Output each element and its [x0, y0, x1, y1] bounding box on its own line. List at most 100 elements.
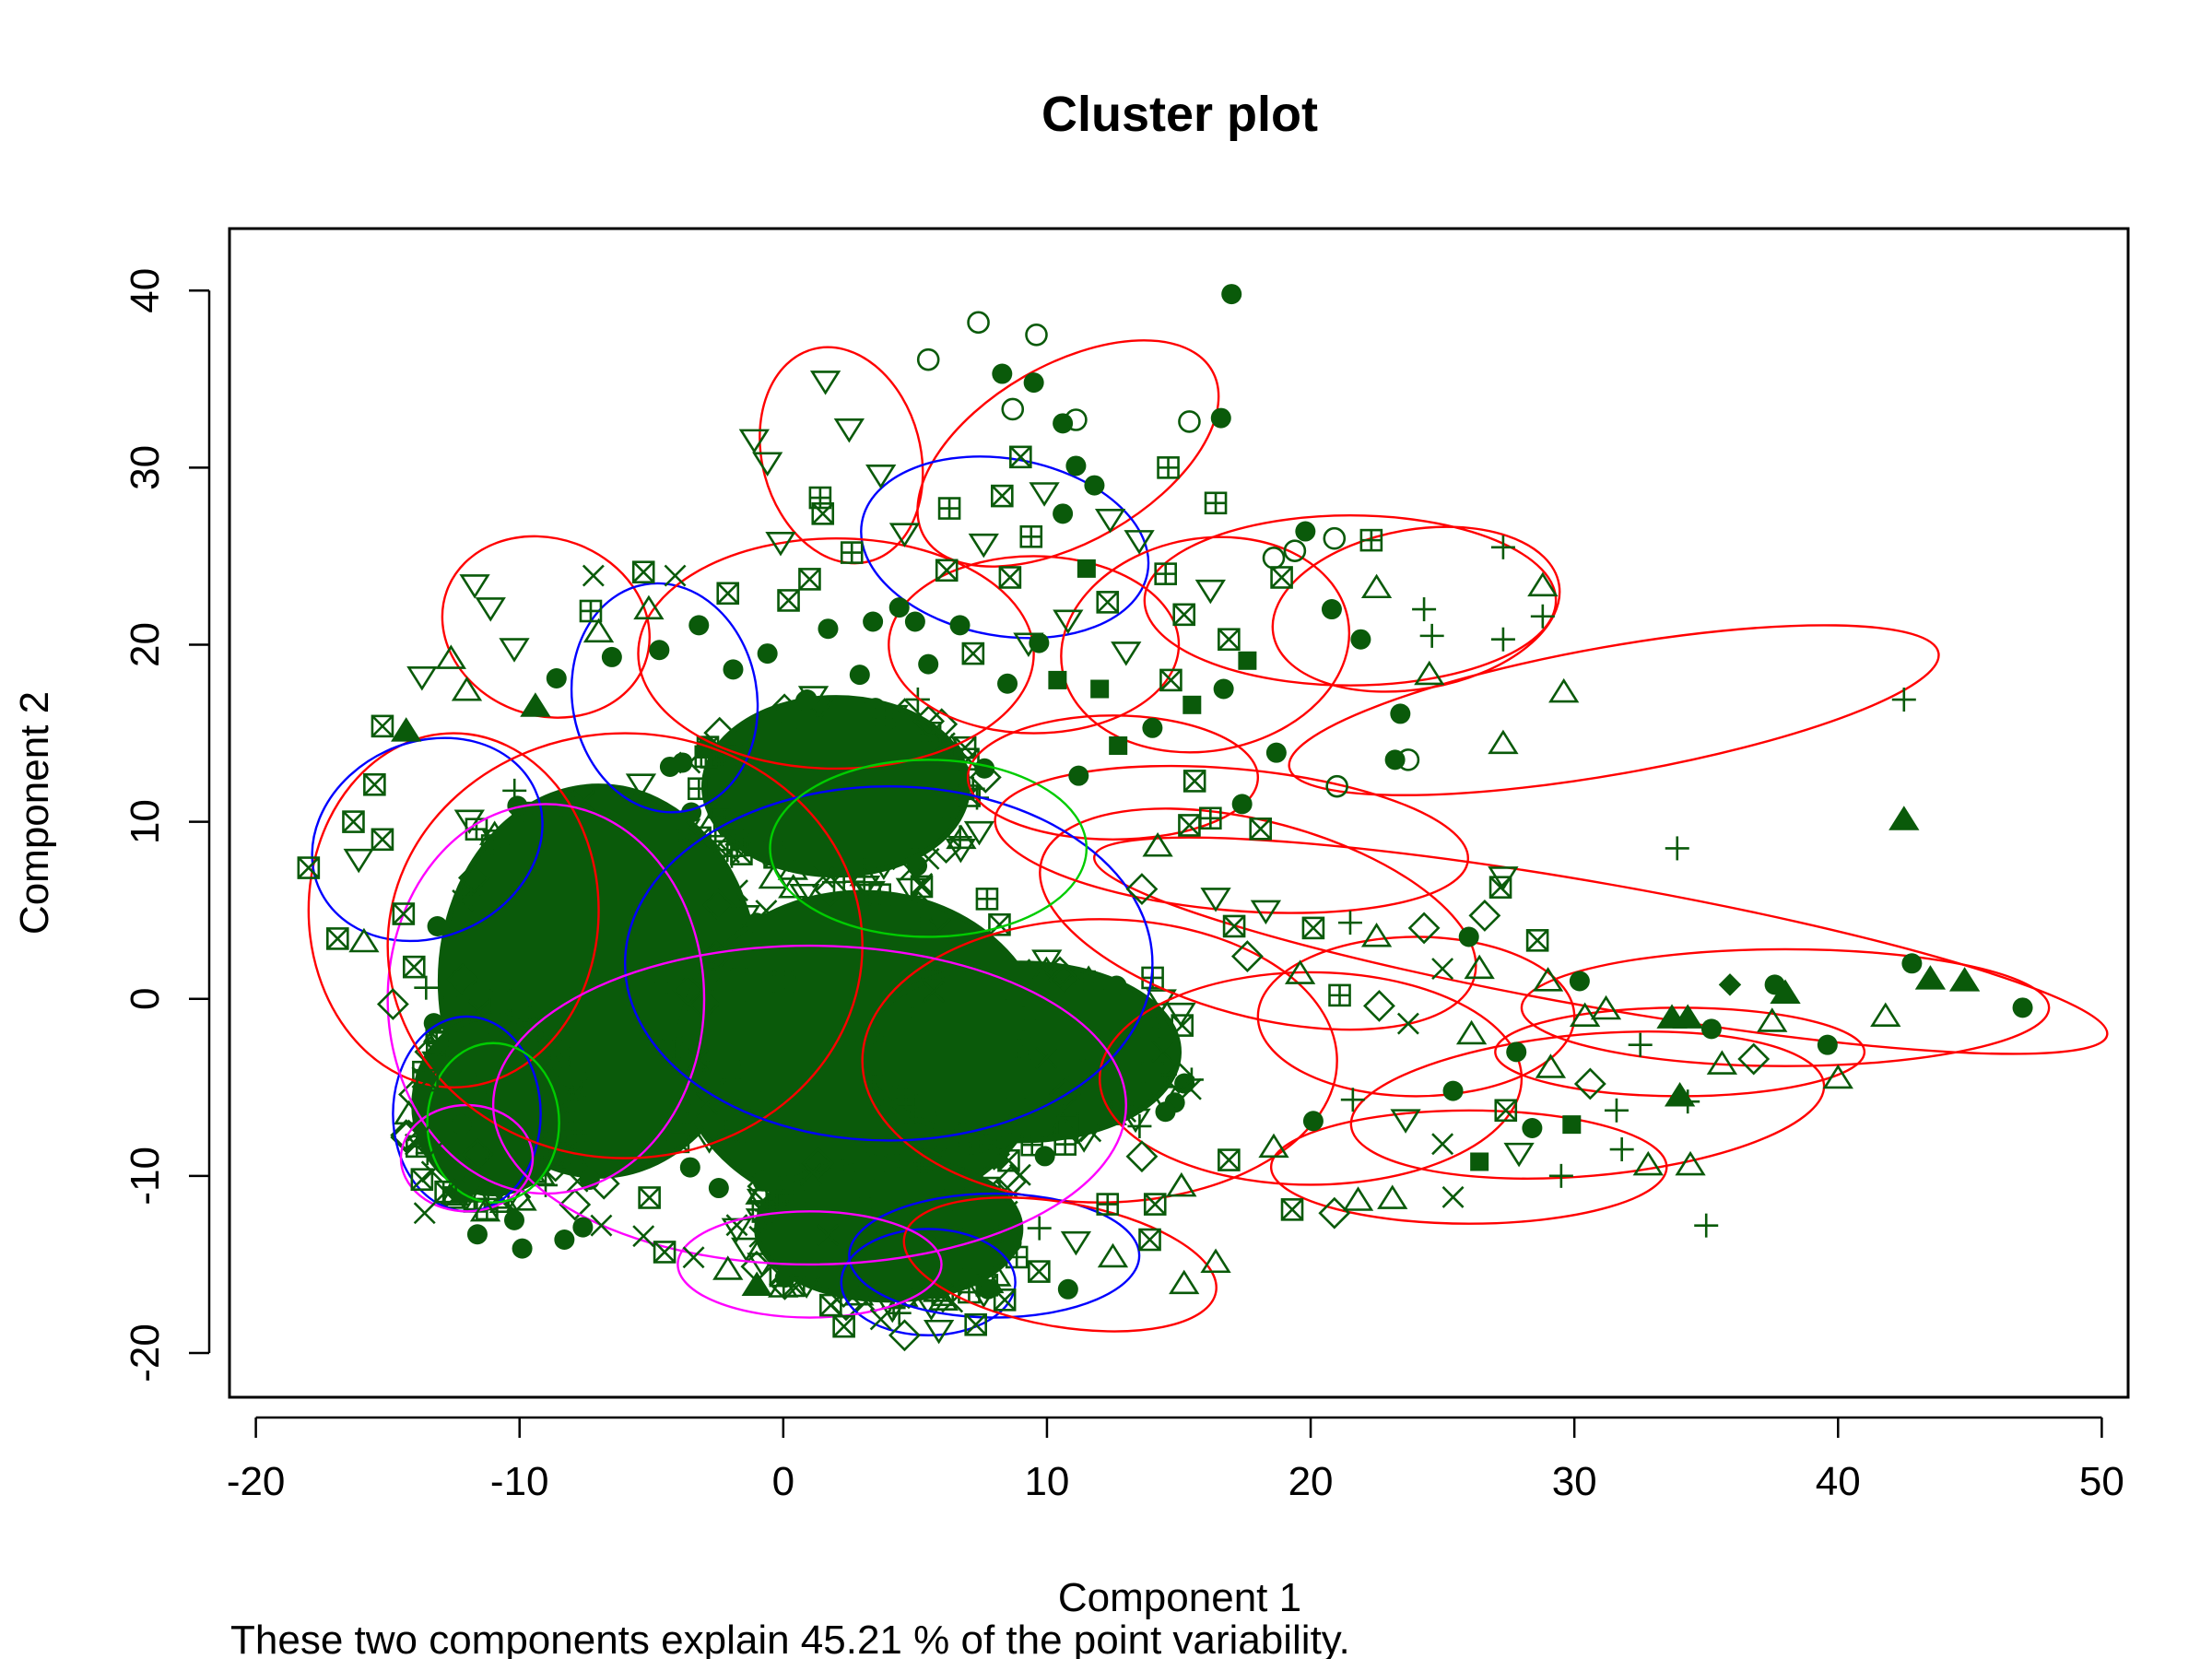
dense-edge-point: [1007, 1037, 1031, 1060]
cluster-ellipse: [1093, 836, 2109, 1055]
data-point: [1737, 1042, 1771, 1076]
data-point: [459, 574, 490, 599]
data-point: [1530, 604, 1555, 629]
data-point: [590, 1214, 613, 1237]
dense-edge-point: [894, 1113, 918, 1136]
dense-edge-point: [820, 1148, 844, 1172]
dense-edge-point: [746, 912, 767, 934]
x-axis-label: Component 1: [1058, 1575, 1301, 1620]
data-point: [376, 988, 409, 1020]
data-point: [991, 484, 1014, 508]
dense-edge-point: [900, 994, 924, 1018]
data-point: [782, 1274, 806, 1298]
data-point: [1157, 456, 1180, 479]
data-point: [992, 363, 1013, 384]
data-point: [1283, 539, 1307, 562]
dense-edge-point: [700, 962, 722, 983]
cluster-ellipse: [570, 582, 759, 814]
cluster-ellipse: [1520, 947, 2051, 1067]
dense-edge-point: [771, 964, 796, 989]
data-point: [752, 452, 783, 477]
data-point: [1238, 651, 1257, 670]
data-point: [1125, 1140, 1159, 1173]
dense-edge-point: [889, 986, 923, 1018]
data-point: [1470, 1152, 1489, 1171]
cluster-ellipse: [386, 732, 864, 1159]
data-point: [916, 347, 940, 371]
data-point: [1222, 914, 1246, 938]
dense-edge-point: [708, 775, 739, 801]
data-point: [1065, 408, 1088, 431]
data-point: [631, 560, 655, 584]
dense-edge-point: [902, 890, 935, 924]
dense-edge-point: [953, 735, 977, 759]
y-tick-label: -20: [123, 1324, 168, 1382]
chart-title: Cluster plot: [1041, 87, 1318, 142]
x-axis: -20 -10 0 10 20 30 40 50: [227, 1416, 2124, 1504]
data-point: [1265, 742, 1287, 763]
dense-edge-point: [915, 1296, 947, 1321]
y-tick-label: 30: [123, 445, 168, 490]
data-point: [1210, 407, 1231, 429]
data-point: [888, 523, 921, 547]
cluster-ellipse: [994, 764, 1470, 914]
data-point: [1407, 912, 1441, 945]
data-point: [1077, 559, 1096, 578]
dense-edge-point: [812, 865, 834, 888]
data-point: [968, 533, 999, 559]
data-point: [918, 653, 939, 675]
cluster-ellipse: [888, 555, 1181, 735]
data-point: [391, 717, 422, 742]
dense-edge-point: [1132, 1006, 1163, 1031]
data-point: [632, 1225, 655, 1248]
data-point: [1914, 965, 1947, 990]
data-point: [1817, 1034, 1838, 1055]
data-point: [1414, 660, 1445, 686]
dense-edge-point: [638, 1186, 661, 1209]
dense-edge-point: [1179, 1077, 1202, 1100]
data-point: [937, 497, 961, 520]
data-point: [1084, 475, 1105, 496]
dense-edge-point: [752, 1171, 773, 1192]
data-point: [371, 714, 394, 738]
dense-edge-point: [625, 773, 657, 798]
x-tick-label: 30: [1552, 1459, 1597, 1504]
dense-edge-point: [457, 861, 490, 894]
dense-edge-point: [1165, 1002, 1196, 1028]
data-point: [342, 810, 365, 833]
dense-edge-point: [423, 1013, 444, 1034]
dense-edge-point: [894, 1085, 918, 1109]
x-tick-label: 50: [2079, 1459, 2124, 1504]
dense-edge-point: [701, 888, 735, 922]
dense-edge-point: [782, 1180, 806, 1203]
data-point: [546, 667, 567, 688]
y-tick-label: 20: [123, 622, 168, 667]
data-point: [512, 1238, 533, 1259]
data-point: [402, 955, 426, 979]
data-point: [1182, 770, 1206, 793]
dense-edge-point: [558, 1065, 579, 1087]
dense-edge-point: [1068, 1128, 1100, 1153]
data-point: [1548, 677, 1580, 703]
data-point: [1096, 1193, 1120, 1216]
dense-edge-point: [873, 1131, 906, 1164]
dense-edge-point: [877, 704, 909, 730]
dense-edge-point: [758, 864, 789, 889]
data-point: [1419, 623, 1444, 648]
dense-edge-point: [693, 812, 724, 838]
data-point: [777, 589, 800, 612]
data-point: [554, 1230, 575, 1251]
data-point: [1390, 703, 1411, 724]
dense-edge-point: [802, 1147, 834, 1180]
dense-edge-point: [427, 916, 448, 937]
data-point: [392, 902, 416, 925]
data-point: [1891, 688, 1916, 712]
data-point: [1143, 1193, 1167, 1216]
dense-edge-point: [892, 1277, 925, 1310]
dense-edge-point: [978, 1137, 1011, 1171]
data-point: [410, 1168, 434, 1191]
dense-edge-point: [766, 936, 797, 962]
dense-edge-point: [572, 1072, 597, 1097]
data-point: [1057, 1278, 1078, 1300]
dense-edge-point: [852, 1177, 875, 1201]
